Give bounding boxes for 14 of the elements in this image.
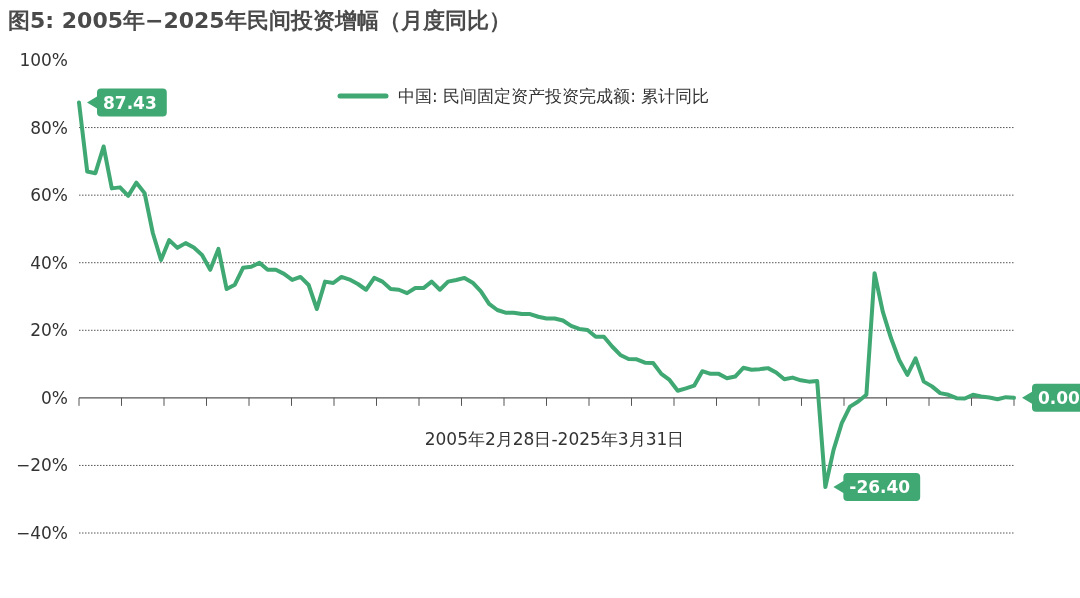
x-axis-title: 2005年2月28日-2025年3月31日 (424, 428, 685, 449)
y-tick-label: 60% (30, 185, 68, 206)
y-tick-label: −20% (15, 455, 68, 476)
data-label: -26.40 (849, 477, 911, 498)
data-label: 87.43 (103, 92, 157, 113)
data-label: 0.00 (1038, 387, 1080, 408)
chart-title: 图5: 2005年−2025年民间投资增幅（月度同比） (8, 8, 511, 33)
y-tick-label: 100% (19, 49, 68, 70)
y-tick-label: 20% (30, 320, 68, 341)
y-tick-label: 0% (41, 387, 68, 408)
y-tick-label: 80% (30, 117, 68, 138)
y-tick-label: −40% (15, 522, 68, 543)
legend-label: 中国: 民间固定资产投资完成额: 累计同比 (398, 85, 710, 106)
y-tick-label: 40% (30, 252, 68, 273)
